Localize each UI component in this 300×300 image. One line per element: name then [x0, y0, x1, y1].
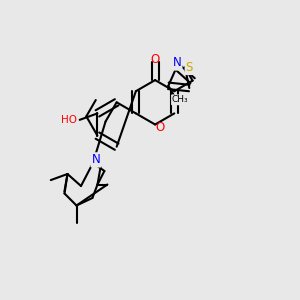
- Text: HO: HO: [61, 115, 77, 125]
- Text: CH₃: CH₃: [172, 95, 189, 104]
- Text: O: O: [155, 121, 164, 134]
- Text: O: O: [151, 53, 160, 66]
- Text: N: N: [92, 153, 100, 167]
- Text: S: S: [186, 61, 193, 74]
- Text: N: N: [172, 56, 181, 69]
